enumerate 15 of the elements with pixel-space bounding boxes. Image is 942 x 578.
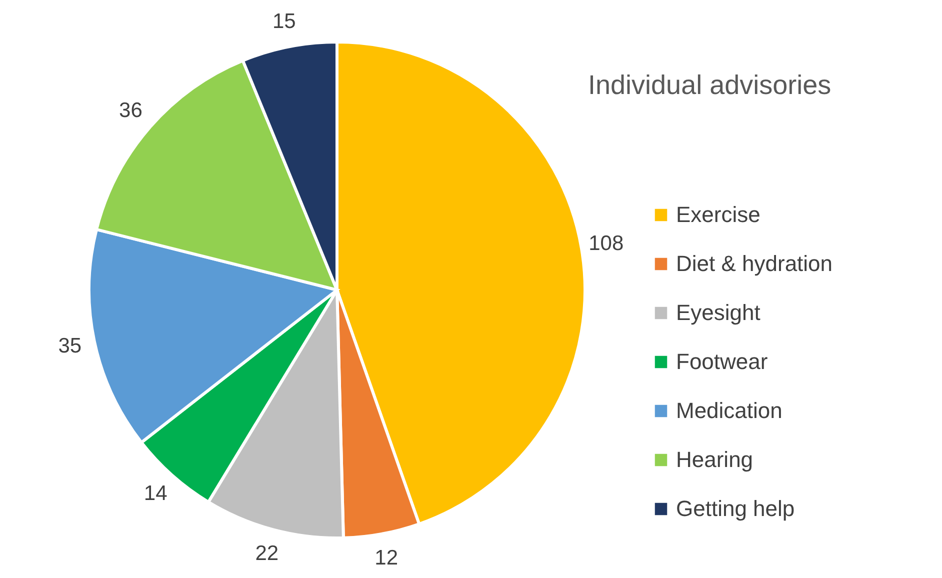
legend-label: Diet & hydration <box>676 251 833 276</box>
legend-label: Eyesight <box>676 300 760 325</box>
data-label: 36 <box>119 99 142 122</box>
data-label: 22 <box>255 542 279 565</box>
legend-label: Footwear <box>676 349 768 374</box>
data-label: 35 <box>58 334 82 358</box>
legend-label: Medication <box>676 398 782 423</box>
legend-label: Exercise <box>676 202 760 227</box>
legend-label: Getting help <box>676 496 795 521</box>
data-label: 108 <box>588 232 624 256</box>
data-label: 15 <box>272 10 296 34</box>
legend-label: Hearing <box>676 447 754 472</box>
data-label: 14 <box>144 482 168 505</box>
text: Individual advisories <box>588 70 832 100</box>
data-label: 12 <box>374 546 398 570</box>
